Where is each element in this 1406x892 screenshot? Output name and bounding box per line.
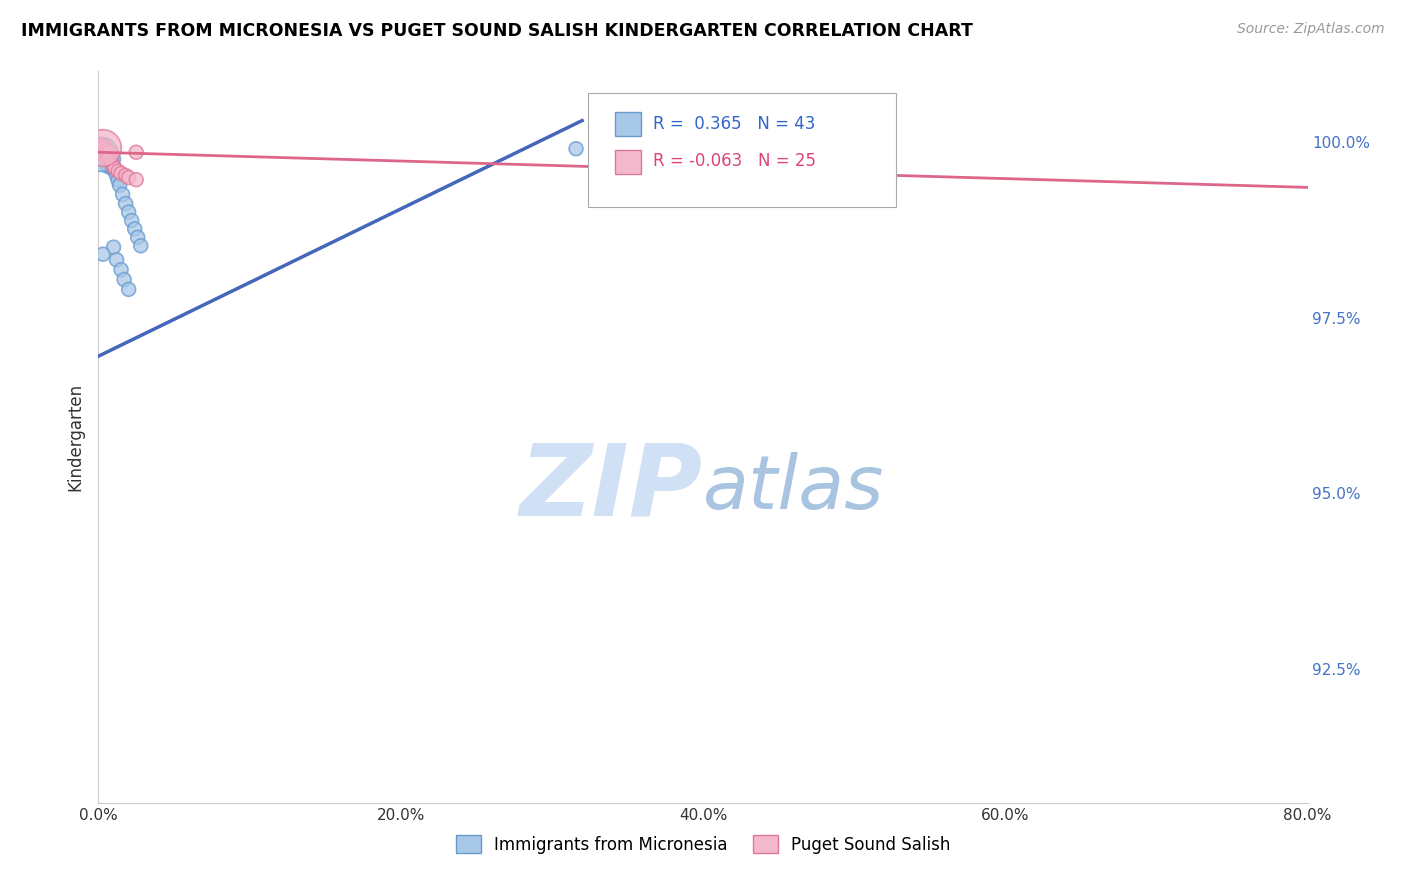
Point (127, 230, 149, 244)
Point (94, 138, 117, 153)
Point (103, 153, 125, 167)
Point (101, 161, 124, 176)
Point (98, 149, 121, 163)
Point (91, 143, 114, 157)
Point (100, 154, 122, 169)
Point (101, 157, 124, 171)
Point (129, 239, 152, 253)
Point (118, 170, 141, 185)
Legend: Immigrants from Micronesia, Puget Sound Salish: Immigrants from Micronesia, Puget Sound … (449, 829, 957, 860)
Point (114, 196, 136, 211)
FancyBboxPatch shape (588, 94, 897, 207)
Point (101, 154, 124, 169)
Point (118, 205, 141, 219)
Text: IMMIGRANTS FROM MICRONESIA VS PUGET SOUND SALISH KINDERGARTEN CORRELATION CHART: IMMIGRANTS FROM MICRONESIA VS PUGET SOUN… (21, 22, 973, 40)
Point (100, 150, 122, 164)
Text: ZIP: ZIP (520, 440, 703, 537)
Point (94, 143, 117, 157)
Point (110, 166, 132, 180)
Point (118, 282, 141, 296)
Point (93, 145, 115, 160)
Point (93, 140, 115, 154)
Point (91, 138, 114, 153)
Point (98, 153, 121, 167)
Point (103, 240, 125, 254)
Point (104, 161, 127, 176)
Point (107, 173, 129, 187)
Text: R = -0.063   N = 25: R = -0.063 N = 25 (654, 152, 817, 169)
FancyBboxPatch shape (614, 151, 641, 174)
Point (112, 272, 135, 286)
Point (124, 222, 146, 236)
Point (96, 149, 118, 163)
Point (108, 178, 131, 193)
Point (105, 252, 128, 267)
Point (90, 147, 112, 161)
Point (121, 213, 143, 227)
Point (90, 138, 112, 153)
Point (93, 147, 115, 161)
Point (98, 146, 121, 161)
Point (125, 145, 148, 160)
Point (93, 153, 115, 167)
Point (565, 142, 588, 156)
Point (91, 147, 114, 161)
Point (91, 247, 114, 261)
Point (94, 143, 117, 157)
Point (90, 139, 112, 153)
Point (94, 155, 117, 169)
Point (89, 139, 111, 153)
Point (103, 159, 125, 173)
Y-axis label: Kindergarten: Kindergarten (66, 383, 84, 491)
Point (96, 154, 118, 169)
Point (855, 153, 877, 167)
Point (125, 172, 148, 186)
Point (98, 145, 121, 160)
Point (114, 169, 136, 183)
Point (94, 150, 117, 164)
Point (110, 262, 132, 277)
Point (105, 169, 128, 183)
Point (103, 159, 125, 173)
Point (90, 145, 112, 160)
Text: R =  0.365   N = 43: R = 0.365 N = 43 (654, 115, 815, 133)
Point (91, 141, 114, 155)
Point (96, 142, 118, 156)
Text: atlas: atlas (703, 452, 884, 524)
Point (96, 153, 118, 167)
Text: Source: ZipAtlas.com: Source: ZipAtlas.com (1237, 22, 1385, 37)
FancyBboxPatch shape (614, 112, 641, 136)
Point (91, 150, 114, 164)
Point (107, 164, 129, 178)
Point (93, 140, 115, 154)
Point (100, 157, 122, 171)
Point (96, 147, 118, 161)
Point (91, 142, 114, 156)
Point (89, 142, 111, 156)
Point (104, 164, 127, 178)
Point (90, 143, 112, 157)
Point (111, 187, 134, 202)
Point (96, 159, 118, 173)
